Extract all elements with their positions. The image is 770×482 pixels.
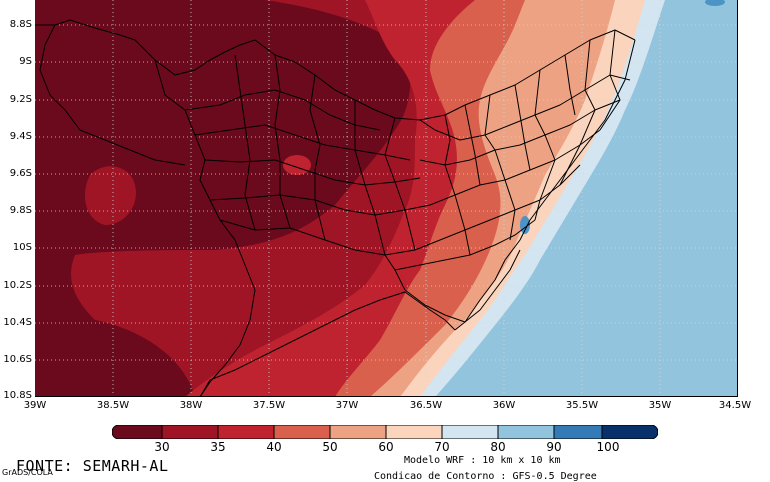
colorbar-cap-right (601, 425, 658, 439)
lat-label: 9.8S (9, 205, 32, 216)
colorbar (112, 425, 658, 439)
humidity-map (35, 0, 738, 397)
colorbar-bin (441, 425, 499, 439)
colorbar-label: 35 (210, 440, 226, 454)
colorbar-cap-left (112, 425, 163, 439)
lon-label: 39W (23, 400, 47, 411)
lat-label: 10S (12, 242, 32, 253)
boundary-condition: Condicao de Contorno : GFS-0.5 Degree (374, 471, 597, 482)
model-resolution: Modelo WRF : 10 km x 10 km (404, 455, 561, 466)
map-canvas (35, 0, 737, 396)
field-peach-patch (283, 155, 311, 175)
lat-label: 9.6S (9, 168, 32, 179)
field-ocean (435, 0, 737, 396)
lon-label: 36W (492, 400, 516, 411)
lon-label: 36.5W (409, 400, 443, 411)
colorbar-bin (553, 425, 603, 439)
colorbar-bin (161, 425, 219, 439)
lat-label: 10.8S (3, 390, 32, 401)
colorbar-label: 50 (322, 440, 338, 454)
river-border (200, 291, 456, 396)
colorbar-label: 100 (596, 440, 620, 454)
state-border-south (154, 59, 256, 396)
municipal-borders (35, 19, 636, 396)
lat-label: 10.4S (3, 317, 32, 328)
lat-label: 8.8S (9, 19, 32, 30)
colorbar-label: 80 (490, 440, 506, 454)
colorbar-bin (329, 425, 387, 439)
field-red-patch (85, 166, 136, 225)
lon-label: 38.5W (96, 400, 130, 411)
colorbar-label: 40 (266, 440, 282, 454)
colorbar-label: 60 (378, 440, 394, 454)
grads-credit: GrADS/COLA (2, 468, 53, 477)
field-spot-blue-2 (705, 0, 725, 6)
colorbar-label: 90 (546, 440, 562, 454)
lat-label: 9.4S (9, 131, 32, 142)
lat-label: 9S (19, 56, 32, 67)
lat-label: 10.2S (3, 280, 32, 291)
colorbar-label: 70 (434, 440, 450, 454)
lon-label: 34.5W (718, 400, 752, 411)
lon-label: 37W (335, 400, 359, 411)
lat-label: 9.2S (9, 94, 32, 105)
colorbar-bin (217, 425, 275, 439)
coastline (454, 39, 636, 331)
lon-label: 37.5W (252, 400, 286, 411)
lon-label: 38W (179, 400, 203, 411)
colorbar-bin (385, 425, 443, 439)
colorbar-bin (273, 425, 331, 439)
lat-label: 10.6S (3, 354, 32, 365)
colorbar-bin (497, 425, 555, 439)
lon-label: 35W (648, 400, 672, 411)
state-border-west (35, 19, 436, 131)
lon-label: 35.5W (565, 400, 599, 411)
colorbar-label: 30 (154, 440, 170, 454)
source-credit: FONTE: SEMARH-AL (16, 457, 169, 475)
